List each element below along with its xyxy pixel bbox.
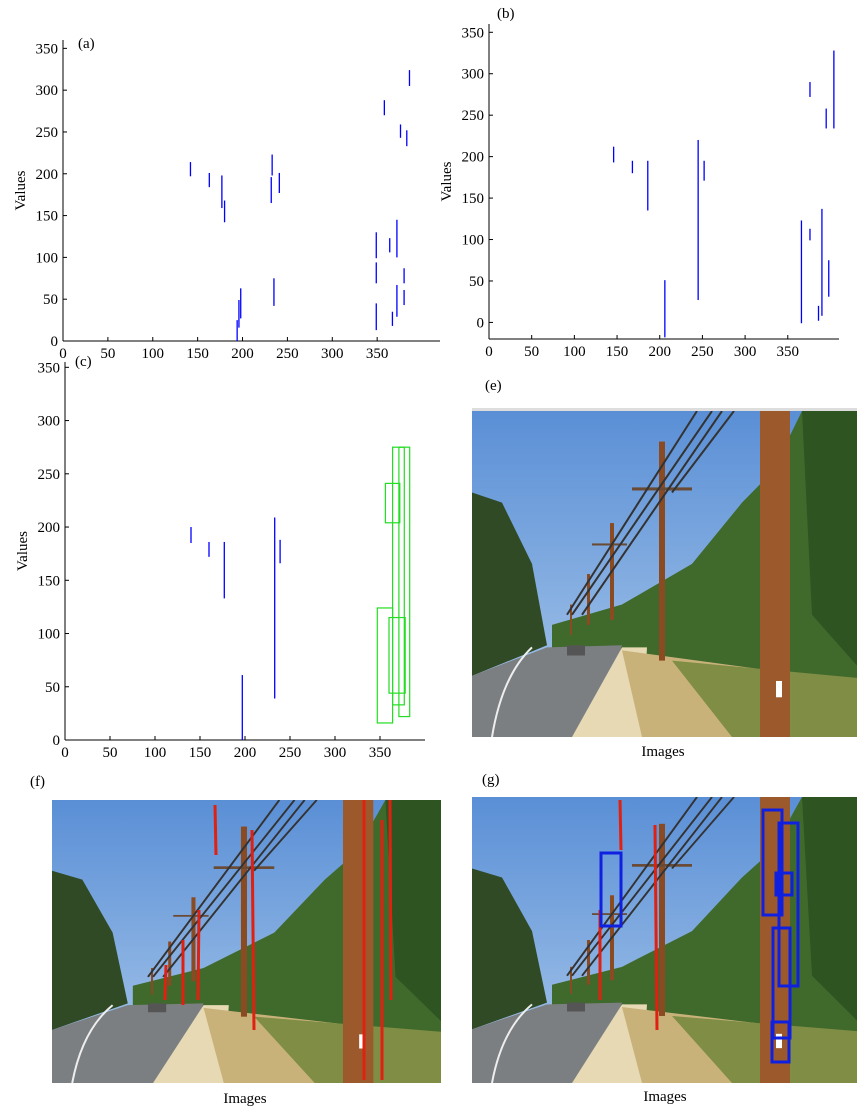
y-tick-label: 200 — [38, 520, 61, 536]
y-tick-label: 300 — [38, 414, 61, 430]
y-tick-label: 150 — [462, 191, 485, 207]
x-tick-label: 0 — [61, 745, 69, 761]
x-tick-label: 300 — [324, 745, 347, 761]
x-tick-label: 300 — [734, 344, 757, 360]
x-tick-label: 200 — [648, 344, 671, 360]
x-tick-label: 250 — [691, 344, 714, 360]
y-tick-label: 0 — [477, 315, 485, 331]
y-tick-label: 300 — [36, 83, 59, 99]
x-tick-label: 0 — [59, 346, 67, 362]
y-tick-label: 250 — [38, 467, 61, 483]
y-axis-label: Values — [13, 170, 29, 210]
y-tick-label: 50 — [45, 680, 60, 696]
x-tick-label: 100 — [142, 346, 165, 362]
x-tick-label: 350 — [777, 344, 800, 360]
y-tick-label: 150 — [36, 209, 59, 225]
x-tick-label: 350 — [369, 745, 392, 761]
y-tick-label: 250 — [462, 108, 485, 124]
x-tick-label: 350 — [366, 346, 389, 362]
y-tick-label: 100 — [36, 250, 59, 266]
y-tick-label: 350 — [462, 25, 485, 41]
x-tick-label: 150 — [186, 346, 209, 362]
y-tick-label: 50 — [469, 274, 484, 290]
y-tick-label: 200 — [462, 150, 485, 166]
y-axis-label: Values — [15, 531, 31, 571]
cluster-box — [398, 446, 411, 718]
cluster-box — [388, 616, 406, 694]
y-tick-label: 250 — [36, 125, 59, 141]
y-axis-label: Values — [439, 161, 455, 201]
x-tick-label: 200 — [231, 346, 254, 362]
panel-label: (c) — [75, 354, 92, 370]
panel-caption: Images — [643, 1089, 686, 1105]
x-tick-label: 250 — [279, 745, 302, 761]
x-tick-label: 250 — [276, 346, 299, 362]
panel-label: (f) — [30, 774, 45, 790]
x-tick-label: 150 — [189, 745, 212, 761]
x-tick-label: 50 — [524, 344, 539, 360]
photo-border — [472, 408, 857, 411]
x-tick-label: 100 — [144, 745, 167, 761]
panel-label: (b) — [497, 6, 515, 22]
y-tick-label: 100 — [462, 233, 485, 249]
panel-caption: Images — [641, 744, 684, 760]
detected-boxes — [599, 808, 800, 1064]
x-tick-label: 200 — [234, 745, 257, 761]
panel-label: (a) — [78, 36, 95, 52]
x-tick-label: 0 — [485, 344, 493, 360]
panel-caption: Images — [223, 1091, 266, 1107]
x-tick-label: 300 — [321, 346, 344, 362]
y-tick-label: 200 — [36, 167, 59, 183]
y-tick-label: 350 — [38, 360, 61, 376]
y-tick-label: 100 — [38, 627, 61, 643]
panel-label: (e) — [485, 378, 502, 394]
y-tick-label: 0 — [53, 733, 61, 749]
photo — [472, 411, 857, 737]
panel-label: (g) — [482, 772, 500, 788]
y-tick-label: 50 — [43, 292, 58, 308]
y-tick-label: 300 — [462, 67, 485, 83]
x-tick-label: 50 — [103, 745, 118, 761]
cluster-box — [376, 607, 394, 724]
detected-lines — [163, 799, 393, 1080]
x-tick-label: 150 — [606, 344, 629, 360]
y-tick-label: 350 — [36, 41, 59, 57]
y-tick-label: 150 — [38, 573, 61, 589]
x-tick-label: 100 — [563, 344, 586, 360]
x-tick-label: 50 — [100, 346, 115, 362]
y-tick-label: 0 — [51, 334, 59, 350]
